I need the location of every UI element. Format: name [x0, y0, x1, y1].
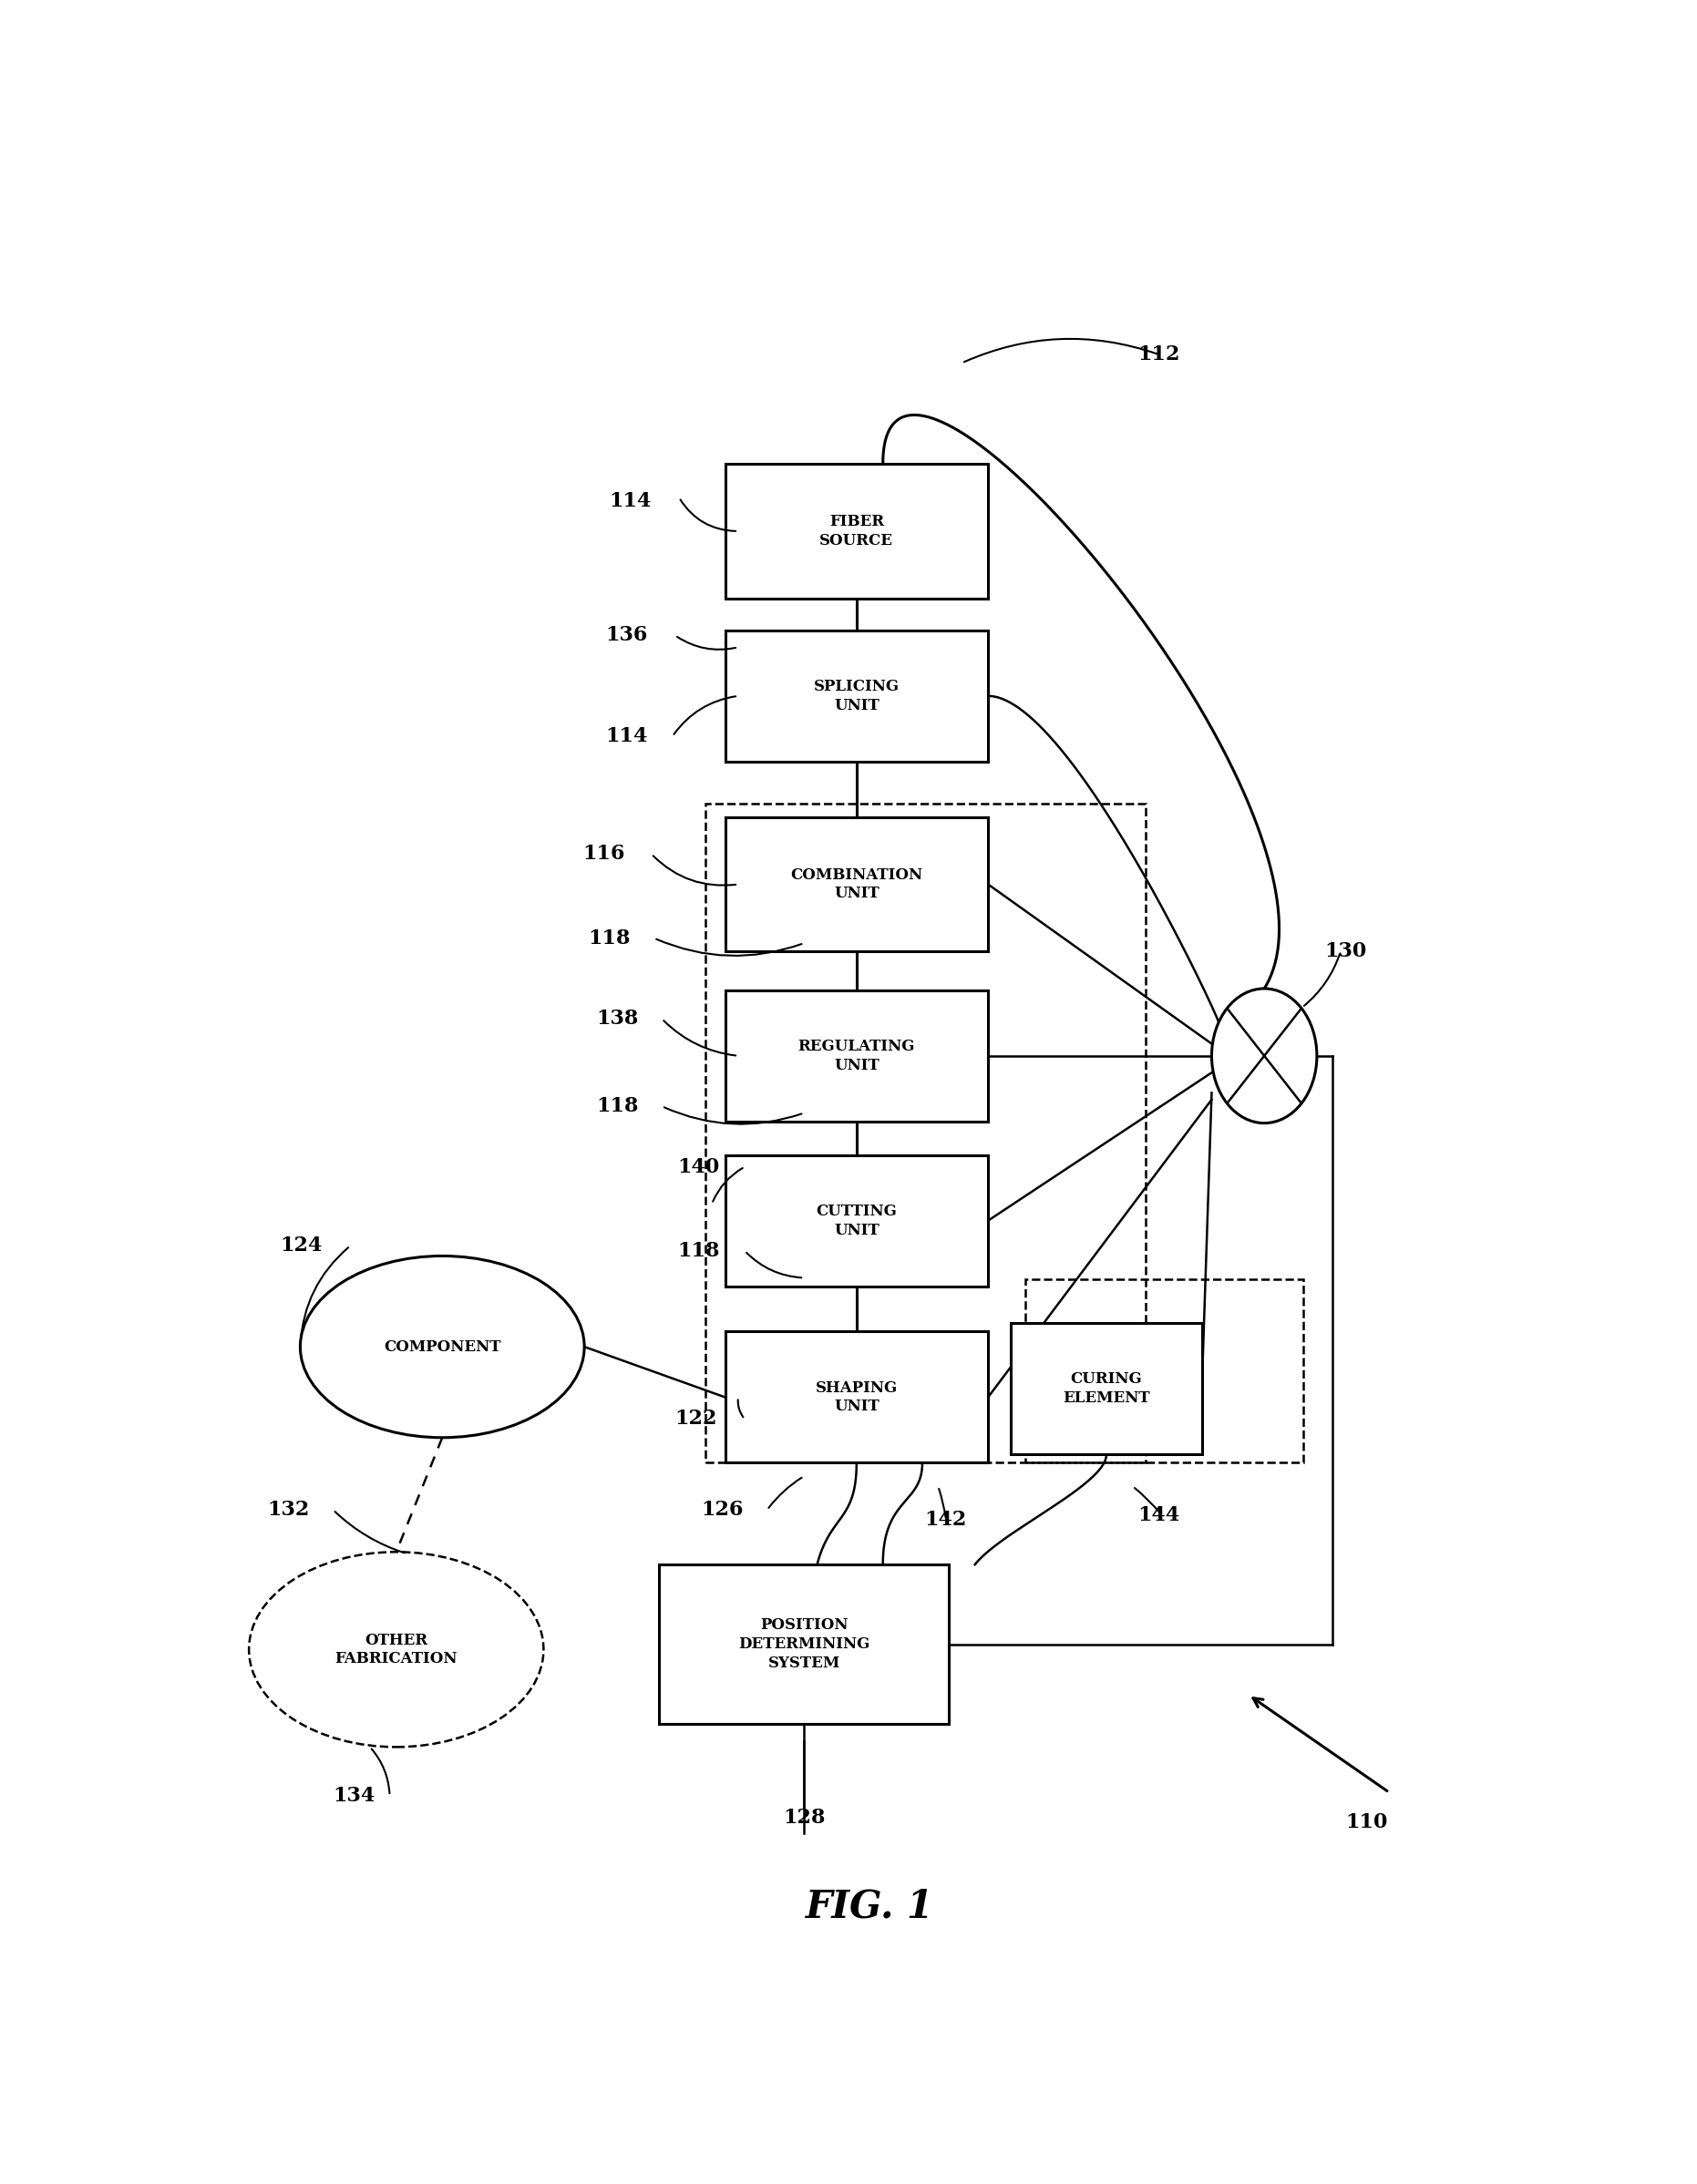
Text: CUTTING
UNIT: CUTTING UNIT [816, 1203, 898, 1238]
Text: SHAPING
UNIT: SHAPING UNIT [816, 1380, 898, 1415]
Text: 134: 134 [333, 1787, 375, 1806]
Text: OTHER
FABRICATION: OTHER FABRICATION [334, 1634, 458, 1666]
Text: 136: 136 [606, 625, 648, 646]
Bar [706, 804, 1145, 1463]
Text: 114: 114 [606, 727, 648, 747]
Text: 116: 116 [582, 843, 624, 865]
Text: COMPONENT: COMPONENT [384, 1339, 501, 1354]
Text: 118: 118 [677, 1241, 720, 1260]
Circle shape [1212, 989, 1317, 1123]
Text: CURING
ELEMENT: CURING ELEMENT [1062, 1372, 1151, 1406]
Text: COMBINATION
UNIT: COMBINATION UNIT [791, 867, 923, 902]
Text: 132: 132 [266, 1500, 309, 1520]
Text: SPLICING
UNIT: SPLICING UNIT [813, 679, 899, 714]
Text: 124: 124 [280, 1236, 322, 1256]
Text: 122: 122 [675, 1409, 718, 1428]
Bar [658, 1564, 949, 1725]
Text: POSITION
DETERMINING
SYSTEM: POSITION DETERMINING SYSTEM [738, 1618, 871, 1671]
Text: 118: 118 [596, 1096, 638, 1116]
Bar [725, 463, 988, 598]
Text: 114: 114 [609, 491, 652, 511]
Text: 130: 130 [1325, 941, 1366, 961]
Text: FIG. 1: FIG. 1 [806, 1887, 933, 1926]
Text: 128: 128 [782, 1808, 825, 1828]
Text: 144: 144 [1139, 1505, 1179, 1524]
Ellipse shape [249, 1553, 543, 1747]
Text: 112: 112 [1139, 345, 1179, 365]
Bar [725, 631, 988, 762]
Text: 126: 126 [701, 1500, 743, 1520]
Text: 142: 142 [925, 1509, 967, 1531]
Bar [725, 1155, 988, 1286]
Text: 110: 110 [1346, 1813, 1388, 1832]
Bar [725, 1332, 988, 1463]
Text: 138: 138 [596, 1009, 638, 1029]
Text: REGULATING
UNIT: REGULATING UNIT [798, 1040, 915, 1072]
Ellipse shape [300, 1256, 584, 1437]
Bar [1011, 1324, 1201, 1455]
Text: FIBER
SOURCE: FIBER SOURCE [820, 513, 894, 548]
Bar [1025, 1280, 1303, 1463]
Bar [725, 817, 988, 952]
Text: 118: 118 [589, 928, 631, 948]
Bar [725, 989, 988, 1120]
Text: 140: 140 [677, 1158, 720, 1177]
